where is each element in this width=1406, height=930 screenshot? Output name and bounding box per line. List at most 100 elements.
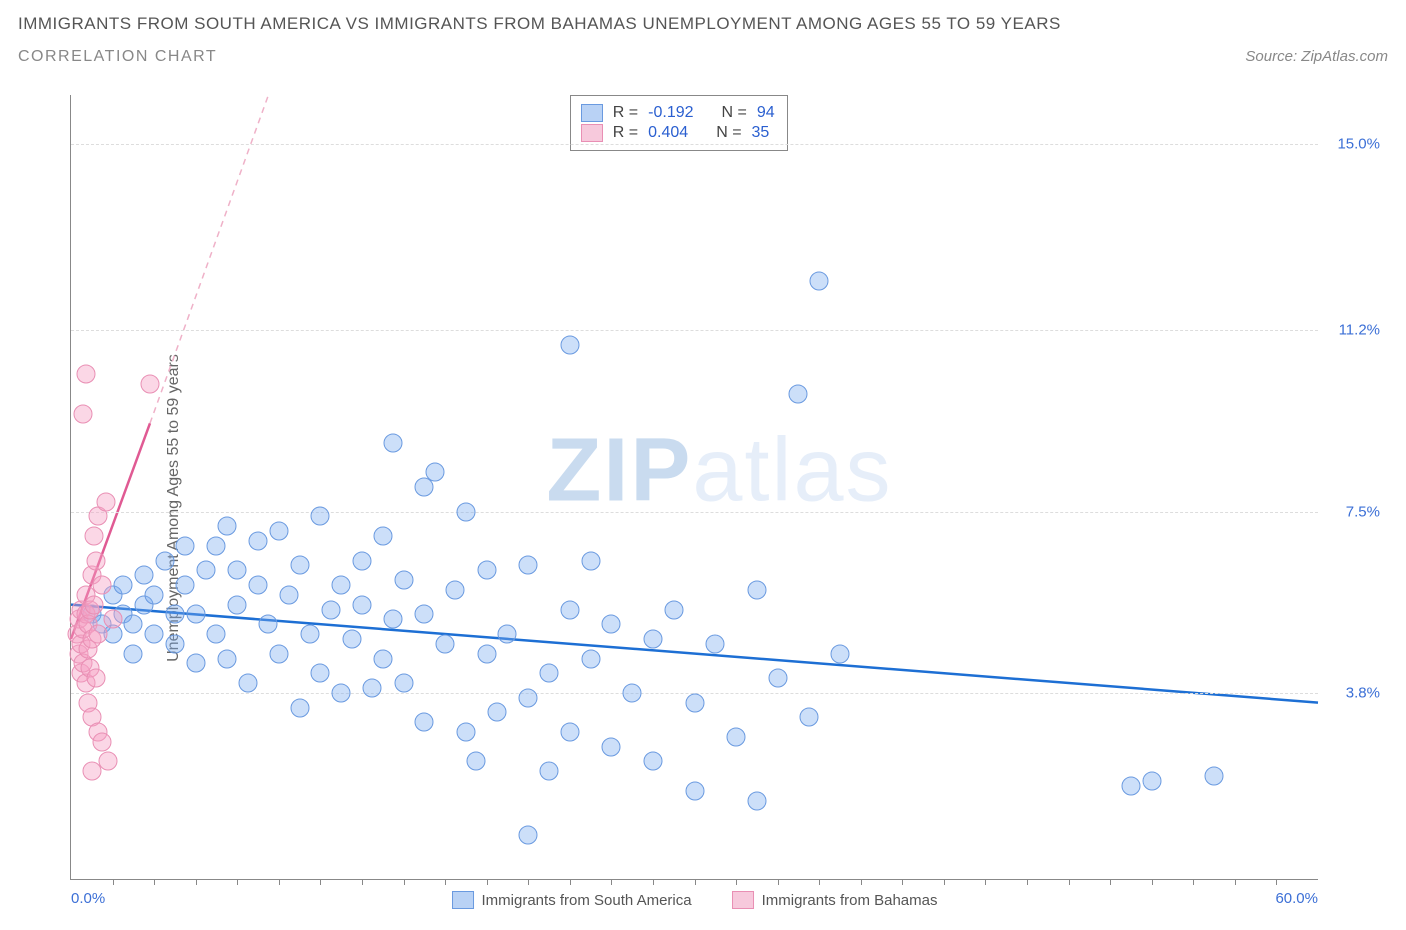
x-minor-tick	[570, 879, 571, 885]
grid-line	[71, 330, 1318, 331]
data-point	[321, 600, 340, 619]
data-point	[290, 698, 309, 717]
source-prefix: Source:	[1245, 48, 1301, 65]
data-point	[685, 693, 704, 712]
data-point	[176, 536, 195, 555]
data-point	[1142, 772, 1161, 791]
data-point	[1205, 767, 1224, 786]
source-name: ZipAtlas.com	[1301, 48, 1388, 65]
x-minor-tick	[404, 879, 405, 885]
data-point	[664, 600, 683, 619]
x-minor-tick	[819, 879, 820, 885]
data-point	[217, 649, 236, 668]
data-point	[373, 649, 392, 668]
data-point	[581, 551, 600, 570]
x-minor-tick	[445, 879, 446, 885]
swatch-series-b	[732, 891, 754, 909]
data-point	[165, 634, 184, 653]
x-minor-tick	[1152, 879, 1153, 885]
data-point	[623, 683, 642, 702]
data-point	[727, 727, 746, 746]
swatch-series-a	[581, 104, 603, 122]
grid-line	[71, 512, 1318, 513]
data-point	[436, 634, 455, 653]
data-point	[456, 502, 475, 521]
data-point	[394, 674, 413, 693]
data-point	[332, 576, 351, 595]
data-point	[99, 752, 118, 771]
x-minor-tick	[653, 879, 654, 885]
data-point	[217, 517, 236, 536]
data-point	[602, 615, 621, 634]
legend-item-a: Immigrants from South America	[452, 891, 692, 909]
y-tick-label: 3.8%	[1346, 684, 1380, 701]
n-value-b: 35	[752, 124, 770, 142]
header: IMMIGRANTS FROM SOUTH AMERICA VS IMMIGRA…	[0, 0, 1406, 66]
page-subtitle: CORRELATION CHART	[18, 48, 217, 66]
x-minor-tick	[985, 879, 986, 885]
x-minor-tick	[1235, 879, 1236, 885]
data-point	[165, 605, 184, 624]
data-point	[86, 551, 105, 570]
data-point	[1121, 776, 1140, 795]
data-point	[352, 551, 371, 570]
data-point	[352, 595, 371, 614]
n-value-a: 94	[757, 104, 775, 122]
x-minor-tick	[736, 879, 737, 885]
data-point	[446, 580, 465, 599]
page-title: IMMIGRANTS FROM SOUTH AMERICA VS IMMIGRA…	[18, 14, 1388, 34]
data-point	[519, 825, 538, 844]
data-point	[810, 272, 829, 291]
x-minor-tick	[861, 879, 862, 885]
y-tick-label: 11.2%	[1339, 322, 1380, 339]
data-point	[249, 531, 268, 550]
watermark: ZIPatlas	[546, 420, 892, 523]
data-point	[145, 585, 164, 604]
x-tick-label: 60.0%	[1275, 890, 1318, 907]
data-point	[540, 664, 559, 683]
data-point	[425, 463, 444, 482]
y-tick-label: 7.5%	[1346, 503, 1380, 520]
data-point	[155, 551, 174, 570]
chart-container: Unemployment Among Ages 55 to 59 years Z…	[30, 95, 1388, 920]
data-point	[197, 561, 216, 580]
data-point	[311, 507, 330, 526]
data-point	[342, 629, 361, 648]
data-point	[301, 625, 320, 644]
x-minor-tick	[113, 879, 114, 885]
data-point	[124, 615, 143, 634]
x-minor-tick	[778, 879, 779, 885]
data-point	[238, 674, 257, 693]
x-minor-tick	[695, 879, 696, 885]
data-point	[93, 732, 112, 751]
data-point	[560, 723, 579, 742]
stats-legend: R = -0.192 N = 94 R = 0.404 N = 35	[570, 95, 788, 151]
x-minor-tick	[902, 879, 903, 885]
data-point	[540, 762, 559, 781]
data-point	[643, 629, 662, 648]
data-point	[747, 580, 766, 599]
data-point	[581, 649, 600, 668]
trend-lines	[71, 95, 1318, 879]
n-label: N =	[722, 104, 747, 122]
data-point	[176, 576, 195, 595]
data-point	[269, 522, 288, 541]
data-point	[560, 335, 579, 354]
data-point	[207, 536, 226, 555]
data-point	[602, 737, 621, 756]
data-point	[228, 561, 247, 580]
data-point	[228, 595, 247, 614]
r-value-a: -0.192	[648, 104, 693, 122]
data-point	[97, 492, 116, 511]
data-point	[280, 585, 299, 604]
data-point	[415, 605, 434, 624]
data-point	[498, 625, 517, 644]
data-point	[145, 625, 164, 644]
data-point	[124, 644, 143, 663]
n-label: N =	[716, 124, 741, 142]
legend-label-a: Immigrants from South America	[482, 892, 692, 909]
data-point	[89, 625, 108, 644]
data-point	[477, 644, 496, 663]
data-point	[259, 615, 278, 634]
data-point	[134, 566, 153, 585]
